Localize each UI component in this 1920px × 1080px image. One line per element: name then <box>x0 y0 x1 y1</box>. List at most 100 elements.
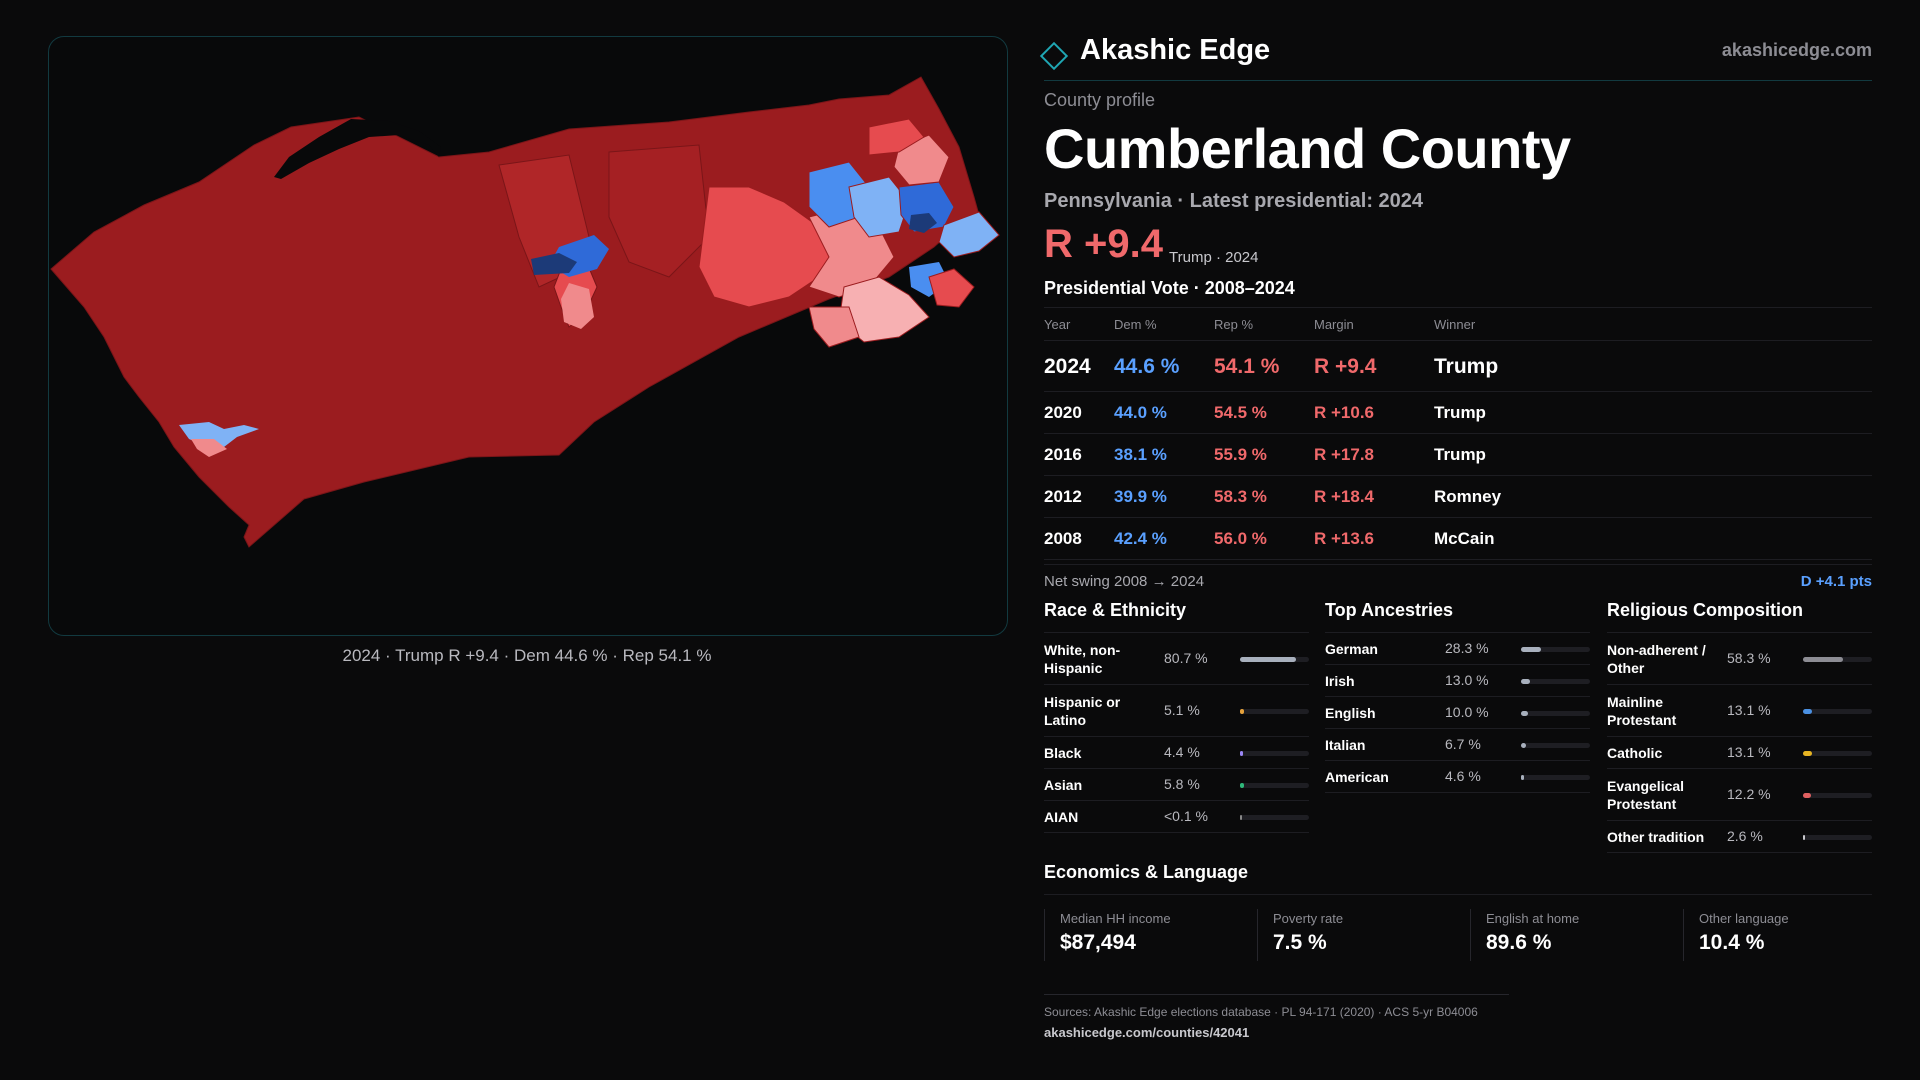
list-item: Asian 5.8 % <box>1044 769 1309 801</box>
bar-fill <box>1803 657 1844 662</box>
stat-label: English at home <box>1486 911 1580 926</box>
east-shore-light-red-c <box>928 268 975 308</box>
list-item: German 28.3 % <box>1325 633 1590 665</box>
table-row: 2016 38.1 % 55.9 % R +17.8 Trump <box>1044 434 1872 476</box>
demo-label: Hispanic or Latino <box>1044 694 1121 728</box>
cell-year: 2020 <box>1044 403 1082 422</box>
shippensburg-pink <box>191 439 227 457</box>
bar-track <box>1521 775 1590 780</box>
list-item: Other tradition 2.6 % <box>1607 821 1872 853</box>
county-map-panel[interactable] <box>48 36 1008 636</box>
cell-dem: 44.6 % <box>1114 355 1180 378</box>
ancestries-panel: Top Ancestries German 28.3 % Irish 13.0 … <box>1325 600 1590 793</box>
list-item: Evangelical Protestant 12.2 % <box>1607 769 1872 821</box>
demo-pct: 13.0 % <box>1445 672 1489 688</box>
demo-pct: 12.2 % <box>1727 786 1771 802</box>
net-swing-row: Net swing 2008 → 2024 D +4.1 pts <box>1044 564 1872 595</box>
map-caption: 2024 · Trump R +9.4 · Dem 44.6 % · Rep 5… <box>342 646 712 665</box>
brand-name[interactable]: Akashic Edge <box>1080 34 1271 66</box>
cell-rep: 55.9 % <box>1214 445 1267 464</box>
cell-year: 2012 <box>1044 487 1082 506</box>
east-shore-light-red <box>698 186 850 308</box>
list-item: Mainline Protestant 13.1 % <box>1607 685 1872 737</box>
cell-dem: 38.1 % <box>1114 445 1167 464</box>
cell-rep: 54.5 % <box>1214 403 1267 422</box>
col-year: Year <box>1044 317 1071 332</box>
cell-year: 2016 <box>1044 445 1082 464</box>
bar-fill <box>1803 751 1813 756</box>
headline-note: Trump · 2024 <box>1169 249 1259 266</box>
carlisle-dark-core <box>531 253 577 275</box>
list-item: Catholic 13.1 % <box>1607 737 1872 769</box>
stat-value: $87,494 <box>1060 931 1136 954</box>
demo-pct: 4.6 % <box>1445 768 1481 784</box>
cell-winner: Trump <box>1434 403 1486 422</box>
bar-fill <box>1803 793 1812 798</box>
economics-title: Economics & Language <box>1044 862 1249 882</box>
stat-card: Median HH income $87,494 <box>1044 909 1244 961</box>
vote-section-title: Presidential Vote · 2008–2024 <box>1044 278 1295 298</box>
stat-label: Poverty rate <box>1273 911 1344 926</box>
list-item: English 10.0 % <box>1325 697 1590 729</box>
demo-label: Italian <box>1325 737 1366 753</box>
demo-label: Non-adherent / Other <box>1607 642 1706 676</box>
demo-pct: 10.0 % <box>1445 704 1489 720</box>
table-row: 2024 44.6 % 54.1 % R +9.4 Trump <box>1044 341 1872 392</box>
table-row: 2008 42.4 % 56.0 % R +13.6 McCain <box>1044 518 1872 560</box>
bar-track <box>1803 835 1872 840</box>
list-item: White, non-Hispanic 80.7 % <box>1044 633 1309 685</box>
cell-year: 2008 <box>1044 529 1082 548</box>
east-shore-blue-d <box>909 213 937 233</box>
list-item: Hispanic or Latino 5.1 % <box>1044 685 1309 737</box>
demo-label: English <box>1325 705 1376 721</box>
race-title: Race & Ethnicity <box>1044 600 1309 633</box>
footer-link[interactable]: akashicedge.com/counties/42041 <box>1044 1025 1250 1040</box>
vote-table-header: Year Dem % Rep % Margin Winner <box>1044 307 1872 341</box>
brand-url[interactable]: akashicedge.com <box>1721 40 1872 60</box>
demo-label: AIAN <box>1044 809 1079 825</box>
religion-title: Religious Composition <box>1607 600 1872 633</box>
demo-pct: <0.1 % <box>1164 808 1208 824</box>
bar-track <box>1521 711 1590 716</box>
swing-label: Net swing 2008 → 2024 <box>1044 573 1205 590</box>
bar-track <box>1521 679 1590 684</box>
bar-fill <box>1803 835 1805 840</box>
bar-fill <box>1803 709 1813 714</box>
east-shore-blue-e <box>938 211 1000 258</box>
bar-fill <box>1240 657 1296 662</box>
table-row: 2012 39.9 % 58.3 % R +18.4 Romney <box>1044 476 1872 518</box>
diamond-logo-icon <box>1039 41 1069 71</box>
cell-margin: R +10.6 <box>1314 403 1375 422</box>
township-center <box>608 144 710 278</box>
demo-pct: 80.7 % <box>1164 650 1208 666</box>
mountain-notch <box>274 119 441 179</box>
bar-track <box>1803 709 1872 714</box>
demo-label: Evangelical Protestant <box>1607 778 1685 812</box>
demo-label: American <box>1325 769 1389 785</box>
bar-fill <box>1521 679 1530 684</box>
bar-track <box>1803 657 1872 662</box>
col-rep: Rep % <box>1214 317 1254 332</box>
bar-track <box>1521 743 1590 748</box>
swing-value: D +4.1 pts <box>1800 573 1872 590</box>
cell-margin: R +9.4 <box>1314 355 1377 378</box>
demo-label: Mainline Protestant <box>1607 694 1677 728</box>
cell-rep: 56.0 % <box>1214 529 1267 548</box>
stat-card: Poverty rate 7.5 % <box>1257 909 1457 961</box>
bar-fill <box>1240 709 1244 714</box>
bar-track <box>1521 647 1590 652</box>
cell-winner: McCain <box>1434 529 1495 548</box>
religion-panel: Religious Composition Non-adherent / Oth… <box>1607 600 1872 853</box>
bar-fill <box>1240 783 1244 788</box>
col-margin: Margin <box>1314 317 1354 332</box>
bar-fill <box>1240 815 1242 820</box>
vote-table: Year Dem % Rep % Margin Winner 2024 44.6… <box>1044 307 1872 560</box>
county-precinct-map[interactable] <box>49 37 1007 635</box>
cell-year: 2024 <box>1044 355 1091 378</box>
cell-margin: R +17.8 <box>1314 445 1375 464</box>
bar-track <box>1240 815 1309 820</box>
bar-fill <box>1521 775 1525 780</box>
demo-label: Black <box>1044 745 1082 761</box>
table-row: 2020 44.0 % 54.5 % R +10.6 Trump <box>1044 392 1872 434</box>
cell-dem: 44.0 % <box>1114 403 1167 422</box>
